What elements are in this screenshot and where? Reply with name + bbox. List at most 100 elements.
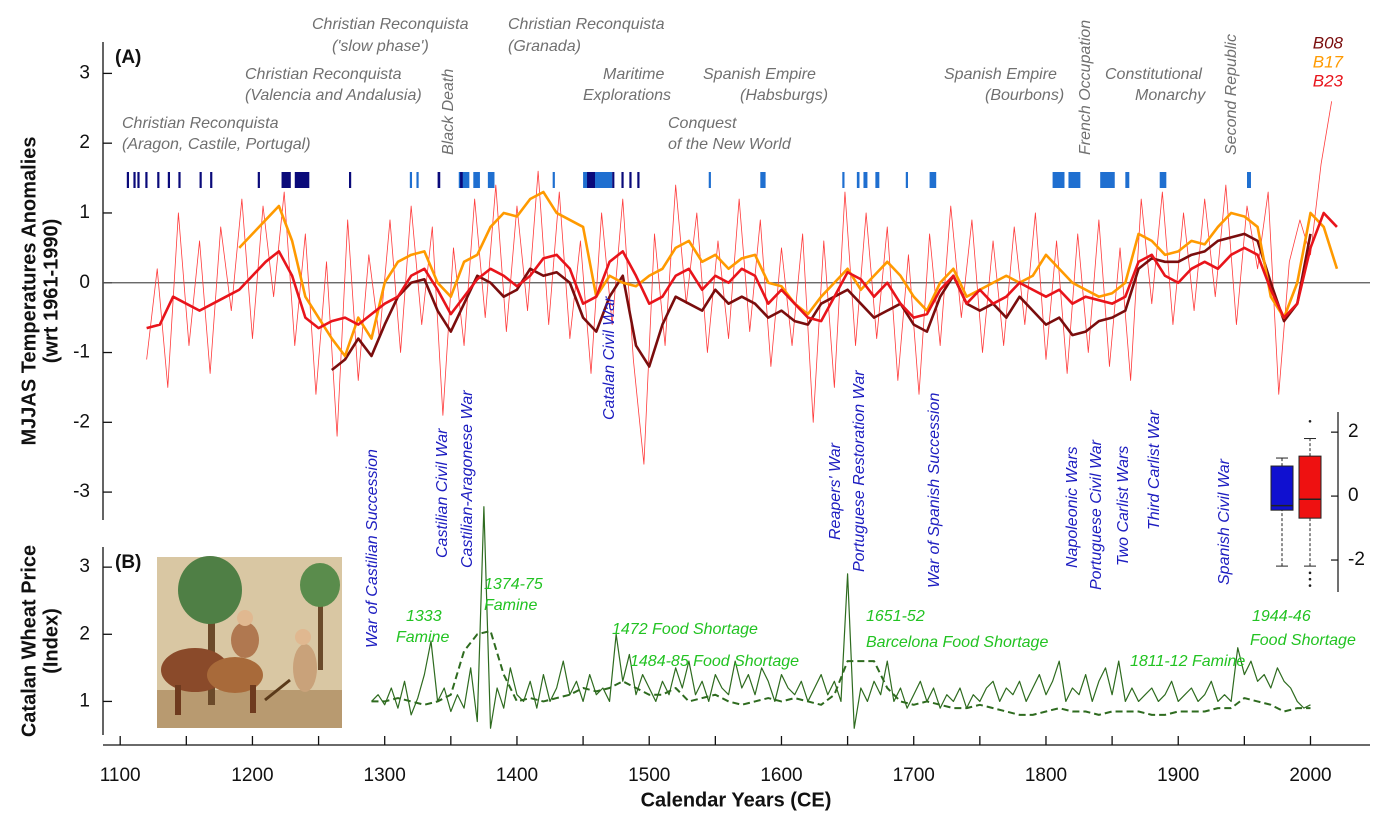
x-tick-label: 1600 [760, 765, 802, 786]
period-label: Spanish Empire [944, 66, 1057, 83]
inset-tick-label: -2 [1348, 549, 1365, 570]
y-tick-label: 2 [79, 623, 90, 644]
period-bar [863, 172, 868, 188]
period-label: Conquest [668, 115, 737, 132]
period-bar [348, 172, 352, 188]
period-bar [437, 172, 441, 188]
y-tick-label: 1 [79, 202, 90, 223]
series-line [330, 232, 1312, 371]
box [1298, 455, 1322, 519]
period-bar [199, 172, 202, 188]
period-bar [473, 172, 480, 188]
period-bar [587, 172, 595, 188]
y-tick-label: 3 [79, 556, 90, 577]
x-tick-label: 1200 [231, 765, 273, 786]
series-line [238, 190, 1339, 358]
annotation: 1651-52 [866, 608, 925, 625]
period-label: (Aragon, Castile, Portugal) [122, 136, 311, 153]
period-bar [409, 172, 413, 188]
war-label: Portuguese Restoration War [851, 370, 868, 572]
period-bar [416, 172, 419, 188]
inset-tick-label: 2 [1348, 421, 1359, 442]
period-bar [875, 172, 880, 188]
war-label: Castilian Civil War [434, 428, 451, 558]
legend-entry: B17 [1313, 52, 1344, 71]
period-label: ('slow phase') [332, 38, 429, 55]
period-bar [257, 172, 260, 188]
box [1270, 465, 1294, 511]
period-bar [856, 172, 860, 188]
period-bar [458, 172, 470, 188]
period-bar [552, 172, 555, 188]
annotation: 1944-46 [1252, 608, 1311, 625]
period-label: French Occupation [1077, 20, 1094, 155]
period-label: (Habsburgs) [740, 87, 828, 104]
y-axis-title: Catalan Wheat Price [18, 545, 40, 737]
war-label: Napoleonic Wars [1064, 446, 1081, 568]
period-label: Explorations [583, 87, 671, 104]
period-label: Constitutional [1105, 66, 1202, 83]
outlier [1308, 577, 1312, 581]
annotation: Barcelona Food Shortage [866, 634, 1048, 651]
y-tick-label: -3 [73, 481, 90, 502]
annual-line [371, 506, 1311, 729]
annotation: 1333 [406, 608, 442, 625]
period-bar [612, 172, 615, 188]
period-bar [294, 172, 310, 188]
period-bar [760, 172, 766, 188]
period-bar [1068, 172, 1081, 188]
war-label: Third Carlist War [1146, 410, 1163, 530]
y-axis-title: MJJAS Temperatures Anomalies [18, 137, 40, 446]
period-bar [1125, 172, 1130, 188]
war-label: Portuguese Civil War [1088, 439, 1105, 590]
period-label: Christian Reconquista [122, 115, 279, 132]
war-label: War of Spanish Succession [926, 393, 943, 588]
y-tick-label: 2 [79, 132, 90, 153]
period-bar [1159, 172, 1167, 188]
series-line [146, 211, 1338, 330]
y-axis-title: (Index) [40, 608, 62, 674]
y-tick-label: 1 [79, 690, 90, 711]
period-label: Monarchy [1135, 87, 1206, 104]
x-tick-label: 1400 [496, 765, 538, 786]
annotation: Food Shortage [1250, 632, 1356, 649]
period-label: (Granada) [508, 38, 581, 55]
period-label: Second Republic [1223, 34, 1240, 155]
period-label: Christian Reconquista [245, 66, 402, 83]
period-bar [1100, 172, 1115, 188]
war-label: Catalan Civil War [601, 296, 618, 420]
period-label: (Bourbons) [985, 87, 1064, 104]
period-bar [167, 172, 171, 188]
period-bar [708, 172, 711, 188]
period-bar [637, 172, 640, 188]
annotation: 1472 Food Shortage [612, 621, 758, 638]
y-tick-label: -2 [73, 411, 90, 432]
period-bar [137, 172, 140, 188]
panel-label: (A) [115, 47, 141, 68]
period-bar [210, 172, 213, 188]
period-bar [145, 172, 148, 188]
period-bar [281, 172, 291, 188]
war-label: Castilian-Aragonese War [459, 390, 476, 568]
period-bar [905, 172, 908, 188]
period-bar [621, 172, 624, 188]
period-bar [126, 172, 130, 188]
legend-entry: B08 [1313, 33, 1344, 52]
war-label: Spanish Civil War [1216, 458, 1233, 585]
y-tick-label: 0 [79, 272, 90, 293]
x-tick-label: 1300 [364, 765, 406, 786]
outlier [1308, 571, 1312, 575]
war-label: Two Carlist Wars [1115, 446, 1132, 566]
x-tick-label: 2000 [1289, 765, 1331, 786]
period-bar [1247, 172, 1251, 188]
period-bar [133, 172, 136, 188]
period-bar [629, 172, 632, 188]
inset-tick-label: 0 [1348, 485, 1359, 506]
x-tick-label: 1100 [100, 765, 141, 786]
annotation: 1374-75 [484, 576, 543, 593]
period-bar [929, 172, 937, 188]
x-tick-label: 1800 [1025, 765, 1067, 786]
war-label: Reapers' War [827, 442, 844, 540]
